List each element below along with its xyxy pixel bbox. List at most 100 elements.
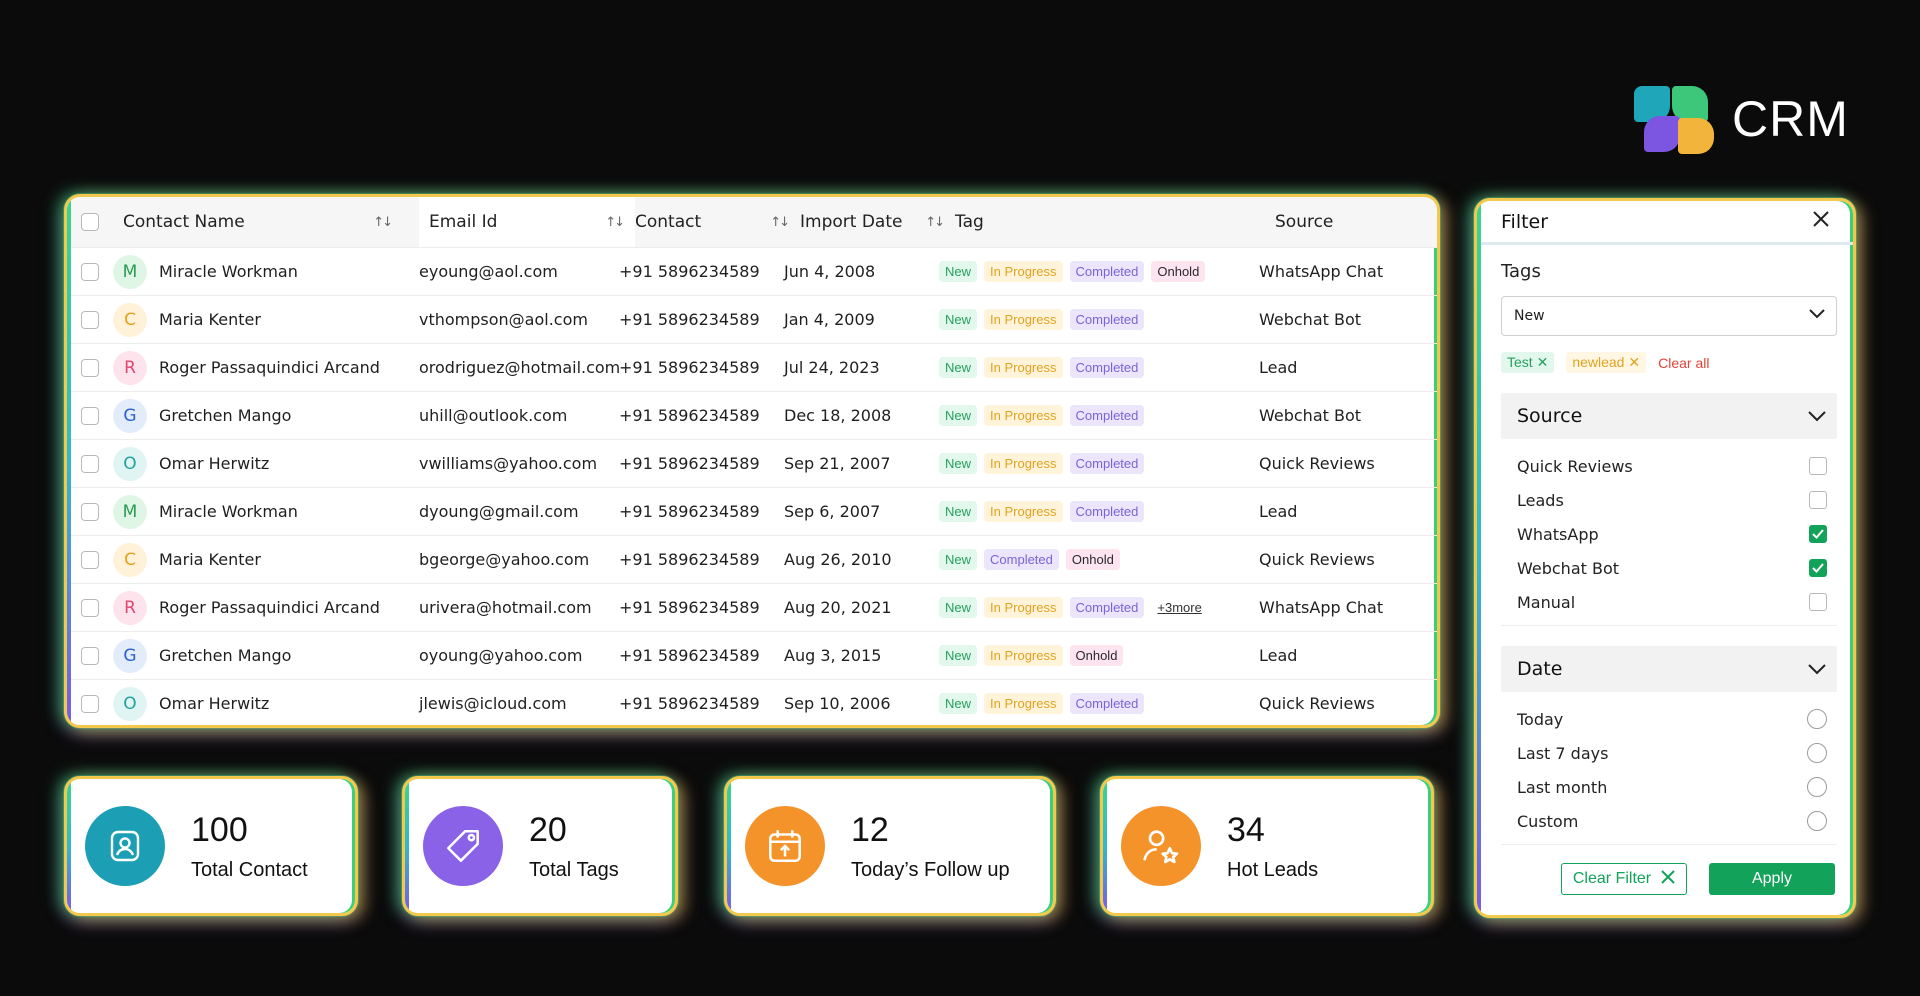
tags-select[interactable]: New	[1501, 296, 1837, 336]
option-checkbox[interactable]	[1809, 491, 1827, 509]
close-icon[interactable]	[1811, 209, 1831, 234]
date-options: Today Last 7 days Last month Custom	[1501, 692, 1837, 845]
option-radio[interactable]	[1807, 777, 1827, 797]
date-option[interactable]: Last month	[1517, 770, 1837, 804]
table-row[interactable]: M Miracle Workman dyoung@gmail.com +91 5…	[67, 487, 1437, 535]
option-label: Custom	[1517, 811, 1579, 831]
row-checkbox[interactable]	[67, 454, 113, 473]
contact-name-cell: R Roger Passaquindici Arcand	[113, 350, 403, 385]
stat-card-follow-up: 12 Today’s Follow up	[724, 776, 1056, 916]
table-row[interactable]: C Maria Kenter bgeorge@yahoo.com +91 589…	[67, 535, 1437, 583]
tag-badge: New	[939, 549, 978, 570]
contact-name: Roger Passaquindici Arcand	[159, 598, 380, 617]
apply-button[interactable]: Apply	[1709, 863, 1835, 895]
row-checkbox[interactable]	[67, 694, 113, 713]
tag-badge: New	[939, 453, 978, 474]
row-checkbox[interactable]	[67, 358, 113, 377]
email-cell: bgeorge@yahoo.com	[419, 550, 590, 569]
option-checkbox[interactable]	[1809, 525, 1827, 543]
import-date-cell: Aug 3, 2015	[784, 646, 882, 665]
source-option[interactable]: Webchat Bot	[1517, 551, 1837, 585]
stat-card-total-tags: 20 Total Tags	[402, 776, 678, 916]
option-radio[interactable]	[1807, 709, 1827, 729]
header-contact[interactable]: Contact ↑↓	[635, 212, 790, 232]
phone-cell: +91 5896234589	[619, 646, 760, 665]
date-option[interactable]: Custom	[1517, 804, 1837, 838]
header-contact-name[interactable]: Contact Name ↑↓	[113, 197, 403, 247]
table-body: M Miracle Workman eyoung@aol.com +91 589…	[67, 247, 1437, 725]
option-checkbox[interactable]	[1809, 457, 1827, 475]
tag-icon	[423, 806, 503, 886]
contact-name-cell: M Miracle Workman	[113, 494, 403, 529]
tag-chip-newlead[interactable]: newlead ✕	[1566, 352, 1647, 373]
tag-badge: In Progress	[984, 357, 1063, 378]
logo-icon	[1634, 86, 1714, 154]
tag-badge: Completed	[1069, 261, 1145, 282]
contact-name: Omar Herwitz	[159, 454, 270, 473]
table-row[interactable]: O Omar Herwitz vwilliams@yahoo.com +91 5…	[67, 439, 1437, 487]
table-row[interactable]: M Miracle Workman eyoung@aol.com +91 589…	[67, 247, 1437, 295]
tag-badge: New	[939, 693, 978, 714]
contact-name: Omar Herwitz	[159, 694, 270, 713]
source-option[interactable]: Quick Reviews	[1517, 449, 1837, 483]
clear-filter-button[interactable]: Clear Filter	[1561, 863, 1687, 895]
close-icon	[1661, 869, 1675, 889]
import-date-cell: Jul 24, 2023	[784, 358, 880, 377]
sort-icon[interactable]: ↑↓	[925, 214, 945, 230]
contact-icon	[85, 806, 165, 886]
source-cell: WhatsApp Chat	[1259, 598, 1384, 617]
stat-label: Hot Leads	[1227, 858, 1319, 881]
option-checkbox[interactable]	[1809, 559, 1827, 577]
sort-icon[interactable]: ↑↓	[373, 214, 393, 230]
date-option[interactable]: Today	[1517, 702, 1837, 736]
source-option[interactable]: Manual	[1517, 585, 1837, 619]
option-radio[interactable]	[1807, 811, 1827, 831]
tag-badge: Completed	[1069, 309, 1145, 330]
date-accordion-header[interactable]: Date	[1501, 646, 1837, 692]
source-option[interactable]: WhatsApp	[1517, 517, 1837, 551]
header-email[interactable]: Email Id ↑↓	[419, 197, 635, 247]
source-option[interactable]: Leads	[1517, 483, 1837, 517]
contact-name-cell: O Omar Herwitz	[113, 446, 403, 481]
row-checkbox[interactable]	[67, 646, 113, 665]
source-cell: Lead	[1259, 358, 1298, 377]
table-row[interactable]: C Maria Kenter vthompson@aol.com +91 589…	[67, 295, 1437, 343]
row-checkbox[interactable]	[67, 406, 113, 425]
selected-tags: Test ✕ newlead ✕ Clear all	[1501, 352, 1853, 373]
tag-badge: New	[939, 645, 978, 666]
row-checkbox[interactable]	[67, 310, 113, 329]
row-checkbox[interactable]	[67, 262, 113, 281]
email-cell: vthompson@aol.com	[419, 310, 588, 329]
select-all-checkbox[interactable]	[67, 213, 113, 231]
option-checkbox[interactable]	[1809, 593, 1827, 611]
tag-chip-test[interactable]: Test ✕	[1501, 352, 1555, 373]
row-checkbox[interactable]	[67, 598, 113, 617]
email-cell: dyoung@gmail.com	[419, 502, 579, 521]
table-row[interactable]: G Gretchen Mango uhill@outlook.com +91 5…	[67, 391, 1437, 439]
date-option[interactable]: Last 7 days	[1517, 736, 1837, 770]
row-checkbox[interactable]	[67, 502, 113, 521]
source-cell: Quick Reviews	[1259, 694, 1375, 713]
table-row[interactable]: R Roger Passaquindici Arcand urivera@hot…	[67, 583, 1437, 631]
more-tags-link[interactable]: +3more	[1157, 600, 1202, 615]
tags-cell: New In Progress Onhold	[939, 645, 1259, 666]
chevron-down-icon	[1807, 658, 1827, 680]
user-star-icon	[1121, 806, 1201, 886]
table-row[interactable]: O Omar Herwitz jlewis@icloud.com +91 589…	[67, 679, 1437, 725]
stat-card-total-contact: 100 Total Contact	[64, 776, 358, 916]
table-row[interactable]: G Gretchen Mango oyoung@yahoo.com +91 58…	[67, 631, 1437, 679]
option-label: Quick Reviews	[1517, 456, 1633, 476]
table-row[interactable]: R Roger Passaquindici Arcand orodriguez@…	[67, 343, 1437, 391]
clear-all-link[interactable]: Clear all	[1658, 354, 1710, 371]
phone-cell: +91 5896234589	[619, 262, 760, 281]
sort-icon[interactable]: ↑↓	[605, 214, 625, 230]
contact-name: Miracle Workman	[159, 262, 298, 281]
option-radio[interactable]	[1807, 743, 1827, 763]
tag-badge: In Progress	[984, 501, 1063, 522]
tags-cell: New In Progress Completed	[939, 405, 1259, 426]
header-import-date[interactable]: Import Date ↑↓	[800, 212, 945, 232]
sort-icon[interactable]: ↑↓	[770, 214, 790, 230]
row-checkbox[interactable]	[67, 550, 113, 569]
source-accordion-header[interactable]: Source	[1501, 393, 1837, 439]
contact-name: Maria Kenter	[159, 310, 261, 329]
